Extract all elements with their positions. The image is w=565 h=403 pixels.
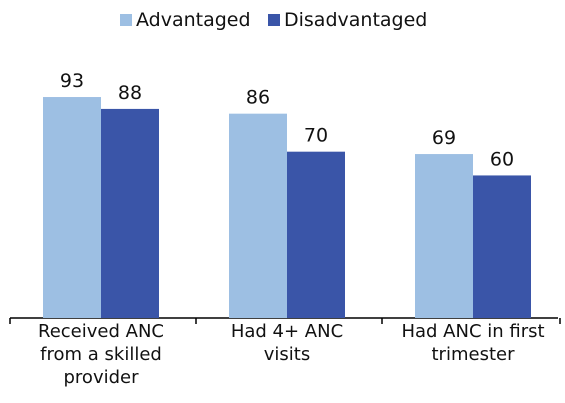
x-tick-label: Had ANC in first trimester (401, 321, 545, 365)
data-label: 88 (118, 82, 142, 104)
legend-label: Advantaged (136, 9, 251, 31)
data-label: 69 (432, 127, 456, 149)
bar (287, 151, 345, 318)
legend-item: Advantaged (120, 9, 251, 31)
x-tick-label: Received ANC from a skilled provider (38, 321, 164, 388)
data-label: 93 (60, 70, 84, 92)
x-tick-label: Had 4+ ANC visits (230, 321, 344, 365)
bar (415, 154, 473, 318)
data-label: 60 (490, 148, 514, 170)
bar (473, 175, 531, 318)
data-label: 86 (246, 87, 270, 109)
bar (101, 108, 159, 318)
legend-swatch (120, 14, 132, 26)
bar (43, 97, 101, 318)
legend-item: Disadvantaged (268, 9, 427, 31)
data-label: 70 (304, 125, 328, 147)
bar (229, 113, 287, 318)
legend-swatch (268, 14, 280, 26)
legend-label: Disadvantaged (284, 9, 428, 31)
